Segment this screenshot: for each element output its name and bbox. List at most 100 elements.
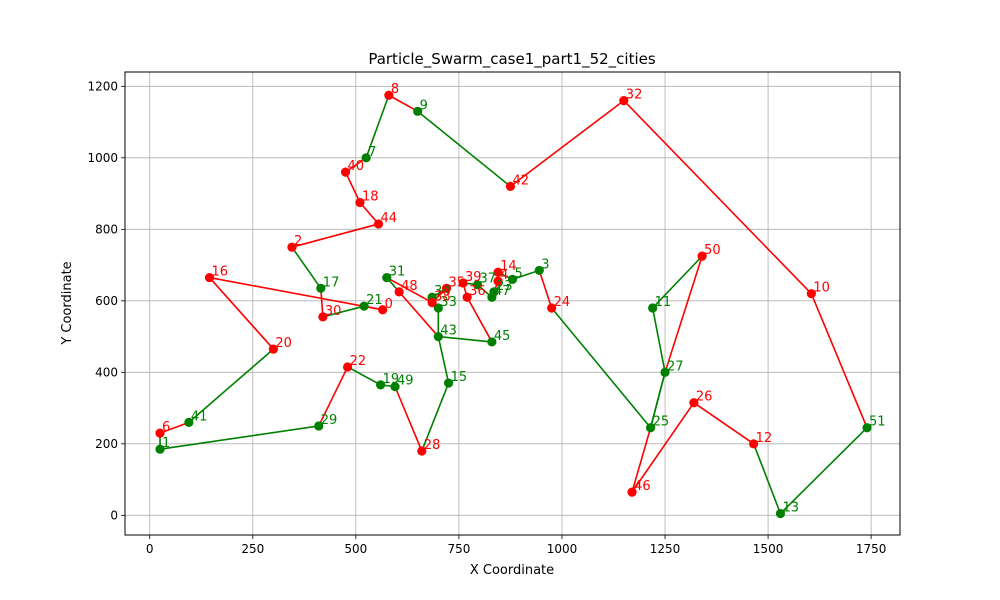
y-tick-label: 200 xyxy=(95,437,118,451)
chart-title: Particle_Swarm_case1_part1_52_cities xyxy=(368,50,656,69)
city-point xyxy=(316,283,326,293)
route-segment xyxy=(550,307,652,429)
route-segment xyxy=(320,287,324,318)
route-segment xyxy=(693,401,755,445)
city-point xyxy=(384,90,394,100)
city-label: 13 xyxy=(782,501,799,516)
x-tick-label: 500 xyxy=(344,542,367,556)
city-label: 37 xyxy=(479,272,496,287)
city-label: 15 xyxy=(451,370,468,385)
city-label: 10 xyxy=(813,281,830,296)
city-label: 11 xyxy=(655,295,672,310)
city-point xyxy=(394,287,404,297)
route-segment xyxy=(344,171,361,204)
route-segment xyxy=(649,371,666,429)
route-segment xyxy=(631,401,695,493)
city-label: 8 xyxy=(391,82,399,97)
city-point xyxy=(318,312,328,322)
city-label: 49 xyxy=(397,374,414,389)
city-label: 50 xyxy=(704,243,721,258)
city-label: 18 xyxy=(362,189,379,204)
city-label: 26 xyxy=(696,390,713,405)
route-segment xyxy=(359,201,380,225)
city-point xyxy=(472,280,483,290)
city-point xyxy=(378,305,388,315)
route-segment xyxy=(388,94,419,113)
city-label: 6 xyxy=(162,420,170,435)
route-segment xyxy=(810,292,868,429)
y-axis-ticks: 0 200 400 600 800 1000 1200 xyxy=(87,79,125,522)
city-label: 2 xyxy=(294,234,302,249)
route-segment xyxy=(437,335,493,343)
city-label: 32 xyxy=(626,88,643,103)
route-segment xyxy=(651,307,666,374)
city-label: 30 xyxy=(325,304,342,319)
city-label: 35 xyxy=(449,275,466,290)
route-segment xyxy=(623,99,813,295)
city-label: 38 xyxy=(434,290,451,305)
city-label: 40 xyxy=(348,159,365,174)
city-point xyxy=(444,378,454,388)
city-point xyxy=(375,380,386,390)
route-segment xyxy=(322,305,365,318)
city-label: 5 xyxy=(515,266,523,281)
city-label: 33 xyxy=(440,295,457,310)
city-point xyxy=(645,423,656,433)
city-point xyxy=(427,298,437,308)
city-label: 25 xyxy=(653,415,670,430)
city-label: 39 xyxy=(465,270,482,285)
city-label: 36 xyxy=(469,284,486,299)
city-point xyxy=(487,292,497,302)
route-segment xyxy=(291,223,380,248)
city-point xyxy=(287,242,297,252)
city-point xyxy=(547,303,557,313)
city-label: 28 xyxy=(424,438,441,453)
city-point xyxy=(462,292,472,302)
y-tick-label: 400 xyxy=(95,365,118,379)
city-point xyxy=(359,301,369,311)
city-point xyxy=(433,331,443,342)
city-label: 34 xyxy=(434,284,451,299)
city-label: 51 xyxy=(869,415,886,430)
city-label: 31 xyxy=(389,265,406,280)
x-tick-label: 0 xyxy=(146,542,154,556)
city-label: 9 xyxy=(420,98,428,113)
city-point xyxy=(862,423,872,433)
route-segment xyxy=(394,385,423,452)
x-tick-label: 1250 xyxy=(650,542,681,556)
route-segment xyxy=(752,443,782,515)
route-segment xyxy=(317,366,349,427)
city-point xyxy=(373,219,384,229)
city-point xyxy=(689,398,699,408)
route-segment xyxy=(159,421,190,434)
city-label: 3 xyxy=(541,257,549,272)
route-segment xyxy=(631,426,652,493)
route-segment xyxy=(385,276,433,304)
route-segment xyxy=(416,110,512,188)
city-point xyxy=(184,417,194,427)
city-point xyxy=(806,289,816,299)
city-points xyxy=(155,90,872,519)
x-axis-ticks: 0 250 500 750 1000 1250 1500 1750 xyxy=(146,535,886,556)
city-point xyxy=(413,106,423,116)
city-label: 0 xyxy=(385,297,393,312)
route-segment xyxy=(398,291,440,338)
city-point xyxy=(487,337,497,347)
city-label: 48 xyxy=(401,279,418,294)
city-point xyxy=(648,303,658,313)
city-label: 7 xyxy=(368,145,376,160)
city-point xyxy=(433,303,443,313)
city-label: 29 xyxy=(321,413,338,428)
x-tick-label: 750 xyxy=(447,542,470,556)
city-label: 4 xyxy=(500,268,508,283)
city-label: 23 xyxy=(496,279,513,294)
route-segment xyxy=(365,94,390,159)
city-point xyxy=(204,272,215,283)
route-segment xyxy=(651,255,703,309)
city-label: 22 xyxy=(350,354,367,369)
x-tick-label: 1000 xyxy=(547,542,578,556)
city-point xyxy=(314,421,324,431)
city-point xyxy=(155,444,165,454)
city-point xyxy=(340,167,351,177)
